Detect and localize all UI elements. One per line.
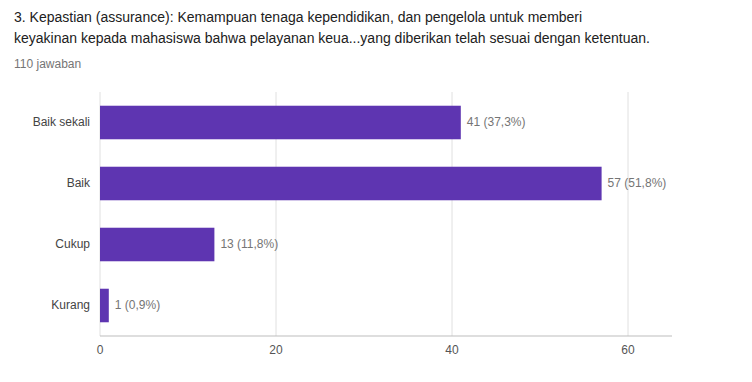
- tick-label: 0: [97, 343, 104, 357]
- category-label: Cukup: [55, 237, 90, 251]
- subtitle: 110 jawaban: [14, 57, 81, 71]
- grid: [100, 92, 628, 336]
- tick-label: 40: [445, 343, 459, 357]
- category-label: Kurang: [51, 298, 90, 312]
- bar: [100, 289, 109, 323]
- data-label: 1 (0,9%): [115, 298, 160, 312]
- grid-line: [628, 92, 629, 336]
- chart: 3. Kepastian (assurance): Kemampuan tena…: [0, 0, 752, 382]
- category-label: Baik: [67, 176, 91, 190]
- data-label: 13 (11,8%): [220, 237, 278, 251]
- data-label: 41 (37,3%): [467, 115, 526, 129]
- x-axis-line: [100, 336, 672, 337]
- tick-label: 60: [621, 343, 635, 357]
- tick-label: 20: [269, 343, 283, 357]
- bar: [100, 106, 461, 140]
- bar: [100, 228, 214, 262]
- data-label: 57 (51,8%): [608, 176, 667, 190]
- title: keyakinan kepada mahasiswa bahwa pelayan…: [14, 30, 650, 46]
- title: 3. Kepastian (assurance): Kemampuan tena…: [14, 9, 582, 25]
- bars: [100, 106, 602, 323]
- bar: [100, 167, 602, 201]
- category-label: Baik sekali: [33, 115, 90, 129]
- chart-container: 3. Kepastian (assurance): Kemampuan tena…: [0, 0, 752, 382]
